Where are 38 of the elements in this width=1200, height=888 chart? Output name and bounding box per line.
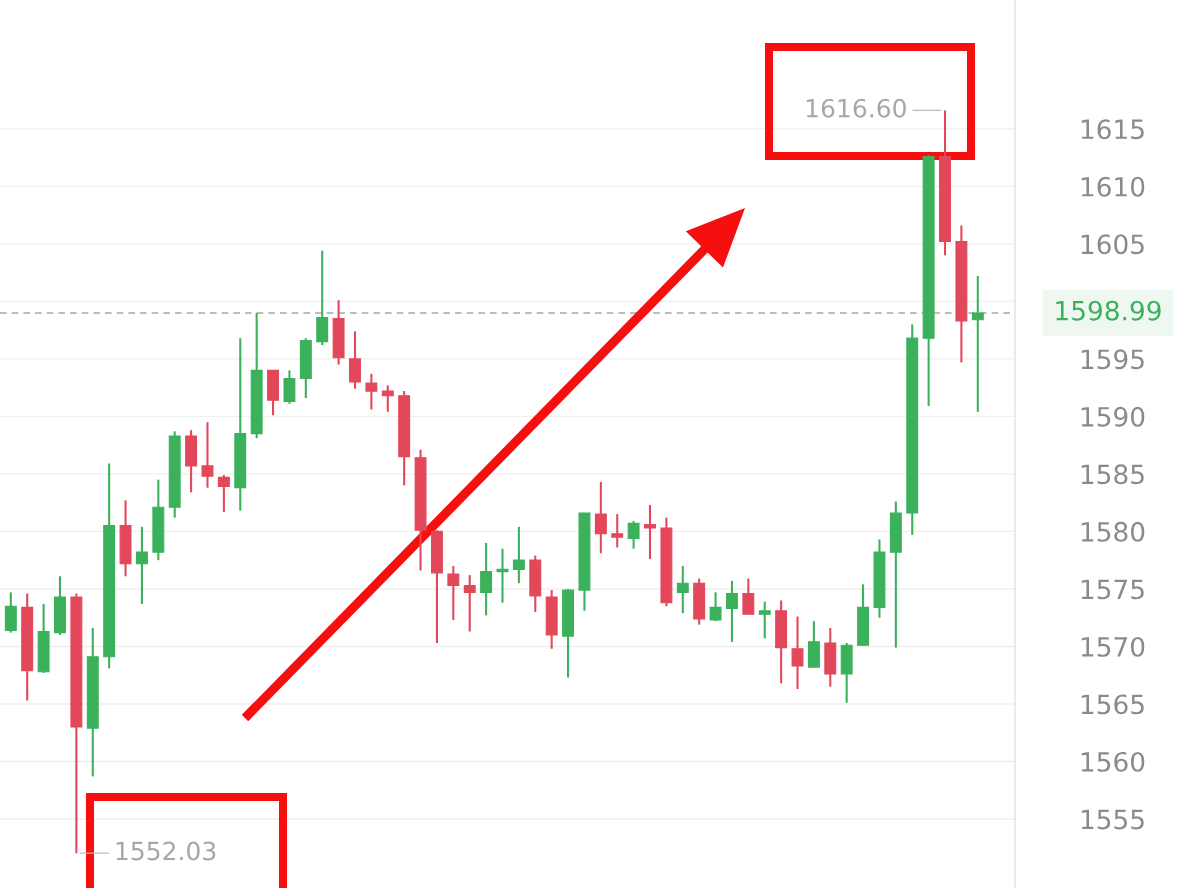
candlestick (791, 615, 804, 691)
candlestick (709, 591, 722, 623)
y-tick-label: 1590 (1081, 406, 1145, 427)
candlestick (627, 520, 640, 550)
candlestick (381, 384, 394, 413)
y-tick-label: 1570 (1081, 636, 1145, 657)
candlestick (644, 503, 656, 561)
y-tick-label: 1565 (1081, 694, 1144, 715)
y-tick-label: 1585 (1081, 464, 1144, 485)
y-tick-label: 1595 (1081, 349, 1144, 370)
candlestick (496, 547, 509, 604)
candlestick (463, 574, 476, 633)
y-tick-label: 1560 (1081, 751, 1145, 772)
candlestick (201, 421, 214, 489)
candlestick (349, 330, 361, 390)
candlestick (594, 480, 607, 555)
y-tick-label: 1555 (1081, 809, 1144, 830)
candlestick (217, 474, 230, 513)
candlestick (758, 600, 771, 640)
candlestick (742, 577, 755, 616)
candlestick (512, 525, 525, 585)
candlestick (725, 579, 738, 643)
annotation: 1552.03 (116, 841, 216, 861)
candlestick (135, 525, 148, 605)
candlestick (447, 564, 460, 622)
y-tick-label: 1575 (1081, 579, 1144, 600)
candlestick (283, 369, 296, 405)
y-tick-label: 1615 (1081, 119, 1144, 140)
y-tick-label: 1610 (1081, 176, 1145, 197)
ref-line-label: 1598.99 (1056, 300, 1161, 321)
y-tick-label: 1605 (1081, 234, 1144, 255)
candlestick (676, 564, 689, 615)
annotation: 1616.60 (806, 98, 906, 118)
y-tick-label: 1580 (1081, 521, 1145, 542)
candlestick (971, 275, 984, 413)
candlestick (365, 372, 378, 411)
candlestick (611, 513, 624, 549)
candlestick (480, 541, 493, 617)
